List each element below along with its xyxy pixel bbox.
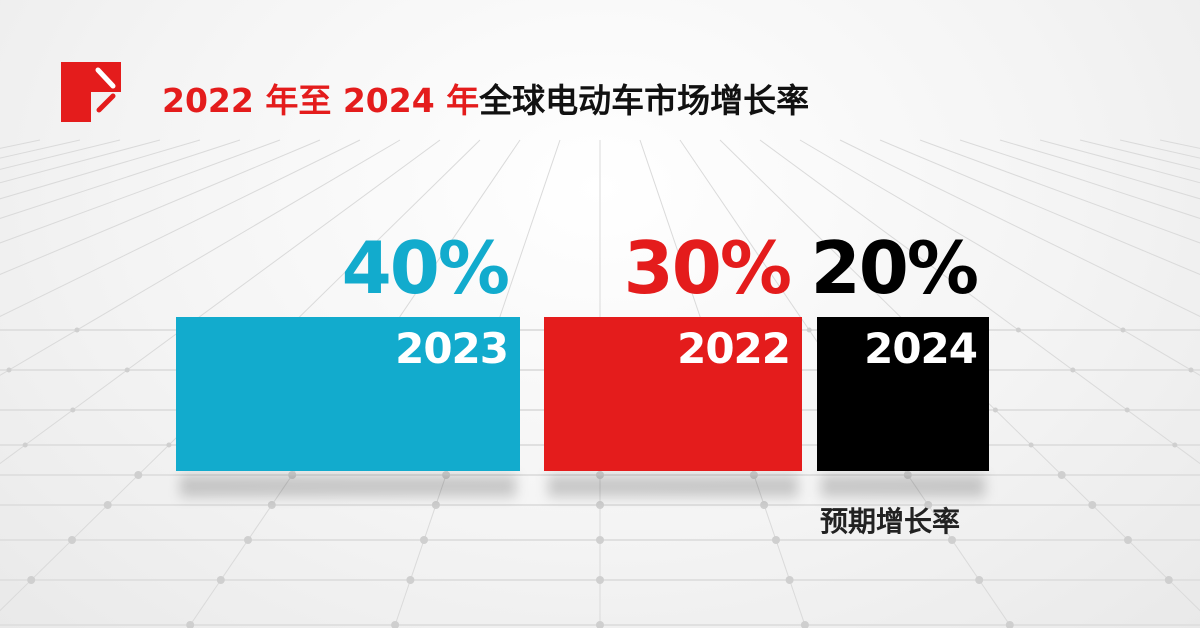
bar-value-label: 30% bbox=[623, 226, 792, 310]
annotation-expected-growth: 预期增长率 bbox=[820, 505, 961, 538]
bar-value-label: 20% bbox=[810, 226, 979, 310]
page-title: 2022 年至 2024 年全球电动车市场增长率 bbox=[162, 74, 809, 122]
bar-shadow bbox=[180, 475, 516, 497]
bar-2023: 2023 bbox=[176, 317, 520, 471]
bar-year-label: 2022 bbox=[677, 324, 791, 373]
bar-year-label: 2023 bbox=[395, 324, 509, 373]
bar-value-label: 40% bbox=[341, 226, 510, 310]
bar-shadow bbox=[821, 475, 985, 497]
title-text: 全球电动车市场增长率 bbox=[479, 81, 810, 120]
bar-2022: 2022 bbox=[544, 317, 802, 471]
bar-2024: 2024 bbox=[817, 317, 989, 471]
bar-year-label: 2024 bbox=[864, 324, 978, 373]
title-years: 2022 年至 2024 年 bbox=[162, 81, 480, 120]
bar-shadow bbox=[548, 475, 798, 497]
brand-logo bbox=[61, 62, 121, 122]
